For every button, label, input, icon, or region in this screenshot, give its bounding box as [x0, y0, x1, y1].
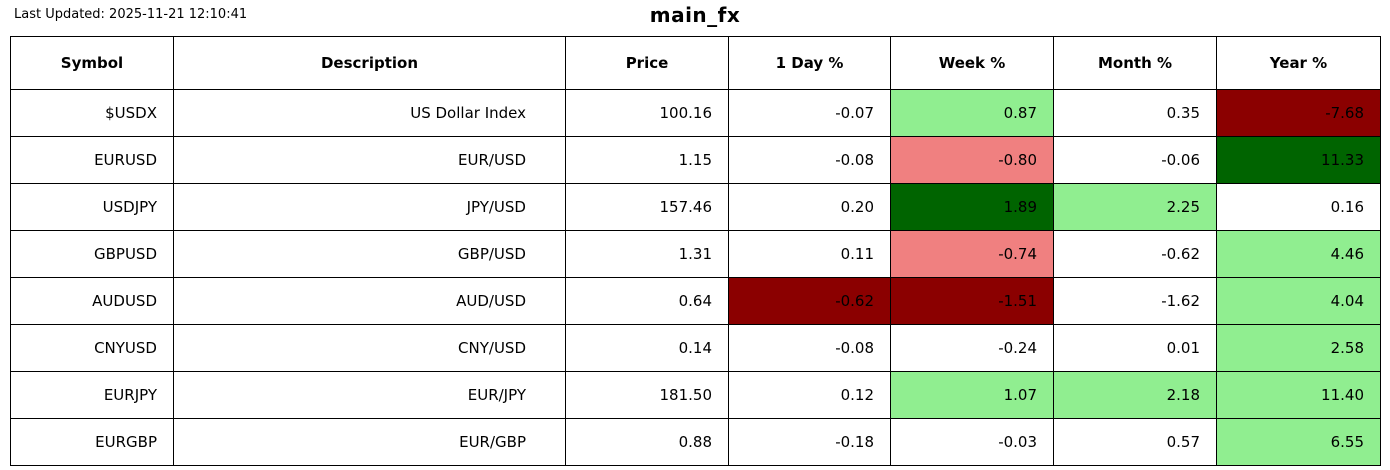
year-pct-cell: 2.58	[1216, 324, 1381, 372]
symbol-cell: EURGBP	[10, 418, 174, 466]
year-pct-cell: 4.04	[1216, 277, 1381, 325]
page-title: main_fx	[649, 3, 741, 27]
column-header: Price	[565, 36, 729, 90]
symbol-cell: GBPUSD	[10, 230, 174, 278]
symbol-cell: AUDUSD	[10, 277, 174, 325]
table-row: EURJPY EUR/JPY 181.50 0.12 1.07 2.18 11.40	[10, 371, 1381, 419]
description-cell: EUR/USD	[173, 136, 566, 184]
day-pct-cell: -0.08	[728, 136, 891, 184]
day-pct-cell: 0.12	[728, 371, 891, 419]
day-pct-cell: -0.08	[728, 324, 891, 372]
symbol-cell: $USDX	[10, 89, 174, 137]
month-pct-cell: -0.62	[1053, 230, 1217, 278]
table-row: EURGBP EUR/GBP 0.88 -0.18 -0.03 0.57 6.55	[10, 418, 1381, 466]
table-row: CNYUSD CNY/USD 0.14 -0.08 -0.24 0.01 2.58	[10, 324, 1381, 372]
week-pct-cell: 1.89	[890, 183, 1054, 231]
month-pct-cell: -1.62	[1053, 277, 1217, 325]
table-row: $USDX US Dollar Index 100.16 -0.07 0.87 0.35-…	[10, 89, 1381, 137]
symbol-cell: USDJPY	[10, 183, 174, 231]
symbol-cell: CNYUSD	[10, 324, 174, 372]
fx-table: Symbol Description Price 1 Day % Week % Month…	[10, 36, 1381, 466]
column-header: Year %	[1216, 36, 1381, 90]
table-row: GBPUSD GBP/USD 1.31 0.11 -0.74 -0.62 4.46	[10, 230, 1381, 278]
month-pct-cell: 0.01	[1053, 324, 1217, 372]
price-cell: 0.14	[565, 324, 729, 372]
week-pct-cell: 1.07	[890, 371, 1054, 419]
column-header: Description	[173, 36, 566, 90]
table-body: $USDX US Dollar Index 100.16 -0.07 0.87 0.35-…	[10, 89, 1381, 466]
table-row: AUDUSD AUD/USD 0.64 -0.62 -1.51 -1.62 4.04	[10, 277, 1381, 325]
description-cell: CNY/USD	[173, 324, 566, 372]
price-cell: 1.31	[565, 230, 729, 278]
description-cell: EUR/GBP	[173, 418, 566, 466]
month-pct-cell: 0.35	[1053, 89, 1217, 137]
table-row: EURUSD EUR/USD 1.15 -0.08 -0.80 -0.06 11.33	[10, 136, 1381, 184]
day-pct-cell: 0.20	[728, 183, 891, 231]
table-row: USDJPY JPY/USD 157.46 0.20 1.89 2.25 0.16	[10, 183, 1381, 231]
description-cell: JPY/USD	[173, 183, 566, 231]
year-pct-cell: 4.46	[1216, 230, 1381, 278]
day-pct-cell: 0.11	[728, 230, 891, 278]
year-pct-cell: 11.40	[1216, 371, 1381, 419]
price-cell: 0.88	[565, 418, 729, 466]
month-pct-cell: -0.06	[1053, 136, 1217, 184]
day-pct-cell: -0.18	[728, 418, 891, 466]
column-header: Symbol	[10, 36, 174, 90]
year-pct-cell: 11.33	[1216, 136, 1381, 184]
week-pct-cell: -0.80	[890, 136, 1054, 184]
year-pct-cell: 6.55	[1216, 418, 1381, 466]
month-pct-cell: 2.18	[1053, 371, 1217, 419]
day-pct-cell: -0.62	[728, 277, 891, 325]
column-header: Week %	[890, 36, 1054, 90]
week-pct-cell: -0.24	[890, 324, 1054, 372]
price-cell: 100.16	[565, 89, 729, 137]
description-cell: GBP/USD	[173, 230, 566, 278]
price-cell: 1.15	[565, 136, 729, 184]
month-pct-cell: 2.25	[1053, 183, 1217, 231]
day-pct-cell: -0.07	[728, 89, 891, 137]
last-updated-timestamp: Last Updated: 2025-11-21 12:10:41	[14, 7, 248, 22]
week-pct-cell: -1.51	[890, 277, 1054, 325]
week-pct-cell: -0.74	[890, 230, 1054, 278]
table-header-row: Symbol Description Price 1 Day % Week % Month…	[10, 36, 1381, 90]
description-cell: AUD/USD	[173, 277, 566, 325]
description-cell: US Dollar Index	[173, 89, 566, 137]
symbol-cell: EURJPY	[10, 371, 174, 419]
year-pct-cell: 0.16	[1216, 183, 1381, 231]
price-cell: 181.50	[565, 371, 729, 419]
week-pct-cell: 0.87	[890, 89, 1054, 137]
week-pct-cell: -0.03	[890, 418, 1054, 466]
year-pct-cell: -7.68	[1216, 89, 1381, 137]
price-cell: 0.64	[565, 277, 729, 325]
column-header: 1 Day %	[728, 36, 891, 90]
price-cell: 157.46	[565, 183, 729, 231]
symbol-cell: EURUSD	[10, 136, 174, 184]
description-cell: EUR/JPY	[173, 371, 566, 419]
month-pct-cell: 0.57	[1053, 418, 1217, 466]
column-header: Month %	[1053, 36, 1217, 90]
